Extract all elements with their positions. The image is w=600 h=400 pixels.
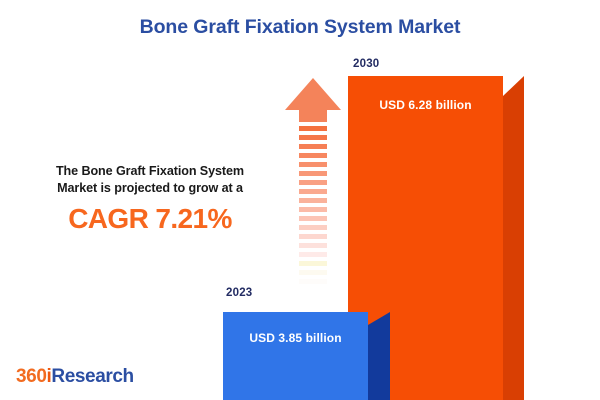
- company-logo[interactable]: 360iResearch: [16, 366, 134, 388]
- bar-2030-value-label: USD 6.28 billion: [379, 98, 472, 112]
- bar-2023-value-label: USD 3.85 billion: [249, 331, 342, 345]
- page-title: Bone Graft Fixation System Market: [139, 16, 461, 38]
- upward-growth-arrow-icon: [283, 78, 343, 288]
- cagr-description-line-1: The Bone Graft Fixation System: [55, 164, 245, 178]
- cagr-text-block: The Bone Graft Fixation System Market is…: [20, 163, 280, 235]
- cagr-value: CAGR 7.21%: [68, 203, 232, 234]
- logo-text-360: 360: [16, 366, 47, 387]
- bar-label-2030: 2030: [353, 58, 380, 70]
- cagr-description-line-2: Market is projected to grow at a: [57, 181, 243, 195]
- bar-2023-side-face: [368, 312, 390, 400]
- bar-2030-side-face: [503, 76, 524, 400]
- logo-text-i: i: [46, 366, 52, 387]
- bar-2023-front-face: [223, 312, 368, 400]
- bar-2023: USD 3.85 billion: [223, 312, 390, 400]
- logo-text-research: Research: [51, 366, 134, 387]
- bar-label-2023: 2023: [226, 287, 253, 299]
